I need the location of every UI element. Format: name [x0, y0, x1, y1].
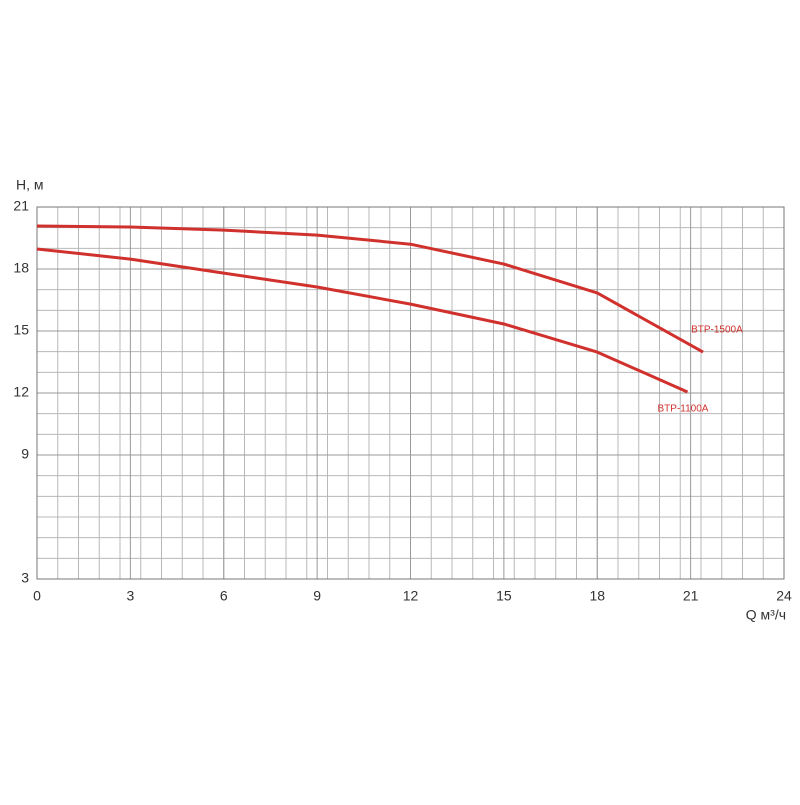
plot-frame: [36, 206, 785, 580]
y-tick-label: 3: [21, 570, 29, 586]
x-tick-label: 6: [220, 588, 228, 604]
y-tick-label: 21: [13, 198, 29, 214]
series-label: BTP-1100A: [658, 404, 709, 415]
x-tick-label: 21: [683, 588, 699, 604]
x-tick-label: 18: [589, 588, 605, 604]
y-tick-label: 12: [13, 384, 29, 400]
x-tick-label: 12: [403, 588, 419, 604]
series-line: [36, 224, 704, 354]
x-tick-label: 3: [126, 588, 134, 604]
series-line: [36, 247, 689, 394]
x-tick-label: 0: [33, 588, 41, 604]
x-tick-label: 24: [776, 588, 792, 604]
x-axis-label: Q м³/ч: [746, 607, 786, 623]
x-tick-label: 15: [496, 588, 512, 604]
series-label: BTP-1500A: [691, 325, 743, 336]
y-tick-label: 9: [21, 446, 29, 462]
y-tick-label: 15: [13, 322, 29, 338]
y-axis-label: H, м: [16, 177, 44, 193]
x-tick-label: 9: [313, 588, 321, 604]
y-tick-label: 18: [13, 260, 29, 276]
